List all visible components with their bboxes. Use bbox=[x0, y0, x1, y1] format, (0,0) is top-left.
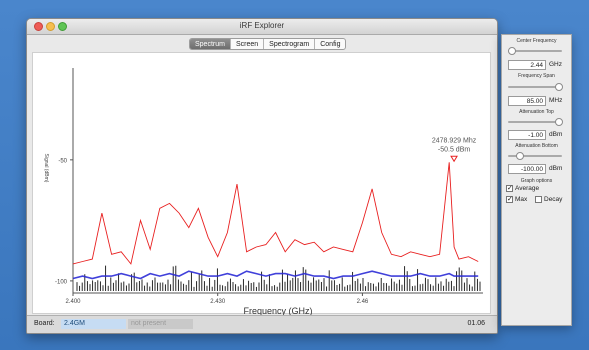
decay-label: Decay bbox=[544, 196, 563, 203]
attenuation-bottom-knob[interactable] bbox=[516, 152, 524, 160]
attenuation-bottom-slider[interactable] bbox=[508, 155, 562, 157]
center-frequency-label: Center Frequency bbox=[516, 38, 557, 44]
center-frequency-knob[interactable] bbox=[508, 47, 516, 55]
spectrum-plot: -50 -100 2.400 2.430 2.46 Frequency (GHz) Sign… bbox=[32, 52, 491, 315]
view-tabs: Spectrum Screen Spectrogram Config bbox=[189, 38, 347, 50]
x-tick-label: 2.430 bbox=[210, 299, 226, 305]
window-title: iRF Explorer bbox=[239, 21, 285, 30]
frequency-span-knob[interactable] bbox=[555, 83, 563, 91]
max-trace-line bbox=[72, 162, 479, 265]
tab-config[interactable]: Config bbox=[320, 41, 341, 48]
y-tick-label: -50 bbox=[58, 158, 67, 164]
frequency-span-field[interactable]: 85.00 bbox=[508, 96, 546, 106]
marker-level: -50.5 dBm bbox=[438, 146, 470, 153]
attenuation-bottom-label: Attenuation Bottom bbox=[515, 143, 558, 149]
expansion-board-field: not present bbox=[128, 319, 193, 329]
average-option[interactable]: ✓ Average bbox=[506, 185, 539, 192]
average-checkbox[interactable]: ✓ bbox=[506, 185, 513, 192]
max-checkbox[interactable]: ✓ bbox=[506, 196, 513, 203]
settings-panel: Center Frequency 2.44 GHz Frequency Span… bbox=[501, 34, 572, 326]
decay-option[interactable]: Decay bbox=[535, 196, 562, 203]
frequency-span-slider[interactable] bbox=[508, 86, 562, 88]
average-trace-line bbox=[72, 270, 479, 280]
attenuation-top-field[interactable]: -1.00 bbox=[508, 130, 546, 140]
attenuation-top-unit: dBm bbox=[549, 131, 563, 138]
average-label: Average bbox=[515, 185, 540, 192]
y-tick-label: -100 bbox=[55, 279, 68, 285]
attenuation-top-knob[interactable] bbox=[555, 118, 563, 126]
attenuation-top-label: Attenuation Top bbox=[519, 109, 554, 115]
max-option[interactable]: ✓ Max bbox=[506, 196, 527, 203]
marker-frequency: 2478.929 Mhz bbox=[432, 137, 477, 144]
attenuation-bottom-unit: dBm bbox=[549, 165, 563, 172]
firmware-version: 01.06 bbox=[467, 320, 485, 327]
x-tick-label: 2.400 bbox=[65, 299, 81, 305]
attenuation-bottom-field[interactable]: -100.00 bbox=[508, 164, 546, 174]
tab-spectrogram[interactable]: Spectrogram bbox=[264, 39, 316, 49]
app-window: iRF Explorer Spectrum Screen Spectrogram… bbox=[26, 18, 498, 334]
decay-checkbox[interactable] bbox=[535, 196, 542, 203]
tab-screen[interactable]: Screen bbox=[231, 39, 265, 49]
frequency-span-unit: MHz bbox=[549, 97, 563, 104]
board-field: 2.4GM bbox=[61, 319, 126, 329]
minimize-window-button[interactable] bbox=[46, 22, 55, 31]
graph-options-label: Graph options bbox=[520, 178, 553, 184]
x-tick-label: 2.46 bbox=[357, 299, 369, 305]
status-bar: Board: 2.4GM not present 01.06 bbox=[27, 315, 497, 333]
frequency-span-label: Frequency Span bbox=[518, 73, 555, 79]
attenuation-top-slider[interactable] bbox=[508, 121, 562, 123]
center-frequency-slider[interactable] bbox=[508, 50, 562, 52]
board-label: Board: bbox=[34, 320, 55, 327]
spectrum-chart: -50 -100 2.400 2.430 2.46 Frequency (GHz) Sign… bbox=[43, 68, 483, 315]
max-label: Max bbox=[515, 196, 528, 203]
title-bar: iRF Explorer bbox=[27, 19, 497, 35]
tab-spectrum[interactable]: Spectrum bbox=[190, 39, 231, 49]
center-frequency-field[interactable]: 2.44 bbox=[508, 60, 546, 70]
center-frequency-unit: GHz bbox=[549, 61, 562, 68]
x-axis-label: Frequency (GHz) bbox=[243, 306, 312, 315]
zoom-window-button[interactable] bbox=[58, 22, 67, 31]
peak-marker-icon bbox=[450, 155, 458, 163]
y-axis-label: Signal (dBm) bbox=[43, 154, 49, 183]
close-window-button[interactable] bbox=[34, 22, 43, 31]
